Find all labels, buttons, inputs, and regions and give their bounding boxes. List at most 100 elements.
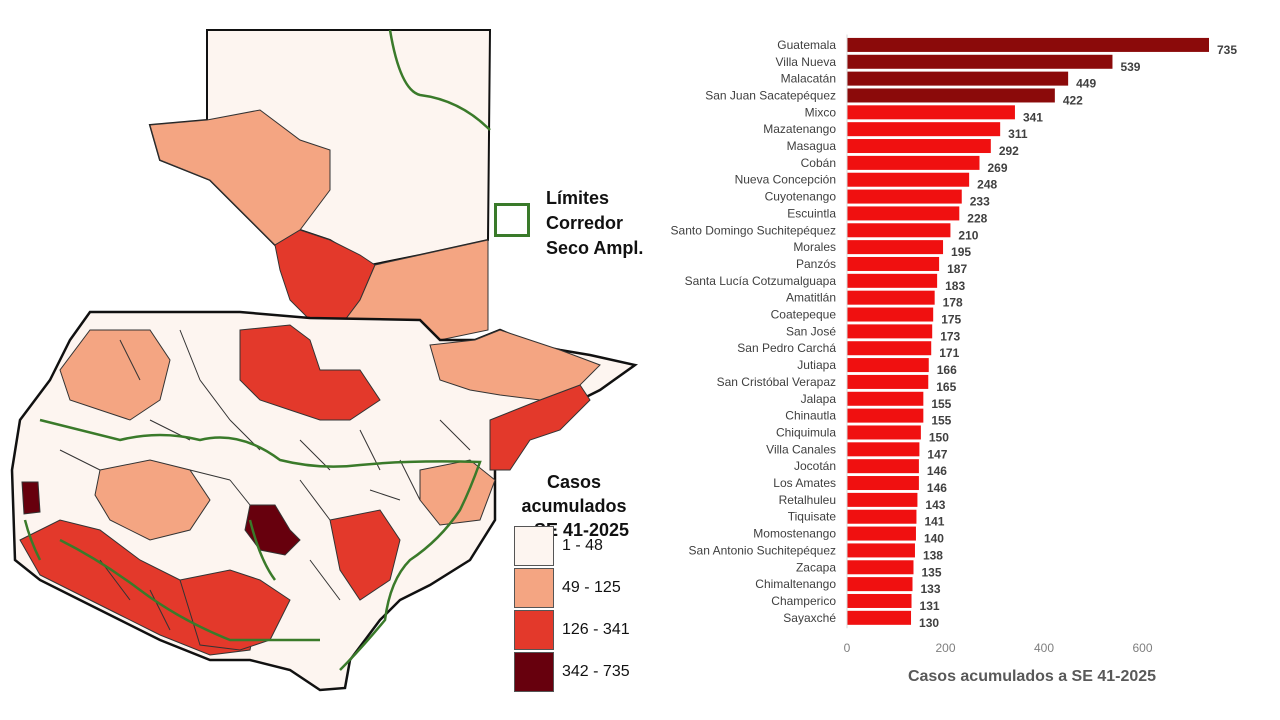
- bar-0: [847, 37, 1209, 52]
- value-label-5: 311: [1008, 127, 1028, 141]
- category-label-18: San Pedro Carchá: [737, 341, 836, 355]
- value-label-4: 341: [1023, 110, 1043, 124]
- value-label-7: 269: [987, 161, 1007, 175]
- category-label-16: Coatepeque: [771, 308, 837, 322]
- legend-label-bin1: 1 - 48: [562, 537, 603, 554]
- category-label-11: Santo Domingo Suchitepéquez: [671, 223, 836, 237]
- bar-5: [847, 122, 1001, 137]
- category-label-29: Momostenango: [753, 527, 836, 541]
- category-label-30: San Antonio Suchitepéquez: [689, 543, 836, 557]
- category-label-28: Tiquisate: [788, 510, 837, 524]
- bar-1: [847, 54, 1113, 69]
- category-label-4: Mixco: [805, 105, 837, 119]
- category-label-12: Morales: [793, 240, 836, 254]
- x-tick-label-0: 0: [844, 641, 851, 655]
- bar-2: [847, 71, 1069, 86]
- bar-33: [847, 593, 912, 608]
- x-axis-title: Casos acumulados a SE 41-2025: [907, 668, 1157, 685]
- choropleth-map-panel: Límites Corredor Seco Ampl. Casos acumul…: [10, 29, 644, 692]
- legend-swatch-bin3: [514, 610, 554, 650]
- category-label-17: San José: [786, 324, 836, 338]
- bar-9: [847, 189, 962, 204]
- legend-label-bin3: 126 - 341: [562, 621, 630, 638]
- bar-11: [847, 223, 951, 238]
- value-label-2: 449: [1076, 77, 1096, 91]
- value-label-30: 138: [923, 548, 943, 562]
- bar-18: [847, 341, 932, 356]
- bar-19: [847, 358, 929, 373]
- value-label-21: 155: [931, 397, 951, 411]
- bar-22: [847, 408, 924, 423]
- bar-4: [847, 105, 1015, 120]
- category-label-26: Los Amates: [773, 476, 836, 490]
- bar-10: [847, 206, 960, 221]
- category-label-33: Champerico: [771, 594, 836, 608]
- category-label-23: Chiquimula: [776, 425, 836, 439]
- value-label-15: 178: [943, 296, 963, 310]
- category-label-20: San Cristóbal Verapaz: [717, 375, 836, 389]
- bar-15: [847, 290, 935, 305]
- category-label-7: Cobán: [801, 156, 836, 170]
- corridor-legend-line2: Corredor: [546, 213, 624, 233]
- category-label-6: Masagua: [787, 139, 837, 153]
- map-region-northeast: [429, 329, 601, 401]
- value-label-19: 166: [937, 363, 957, 377]
- legend-swatch-bin4: [514, 652, 554, 692]
- category-label-13: Panzós: [796, 257, 836, 271]
- legend-swatch-bin2: [514, 568, 554, 608]
- legend-swatch-bin1: [514, 526, 554, 566]
- x-tick-label-2: 400: [1034, 641, 1054, 655]
- map-region-alta-verapaz: [239, 324, 381, 421]
- bar-chart-panel: Guatemala 735 Villa Nueva 539 Malacatán 449 Sa…: [660, 0, 1280, 720]
- value-label-20: 165: [936, 380, 956, 394]
- bar-28: [847, 509, 917, 524]
- value-label-13: 187: [947, 262, 967, 276]
- bar-20: [847, 374, 929, 389]
- category-label-15: Amatitlán: [786, 291, 836, 305]
- value-label-23: 150: [929, 430, 949, 444]
- value-label-22: 155: [931, 414, 951, 428]
- value-label-3: 422: [1063, 93, 1083, 107]
- x-tick-label-1: 200: [935, 641, 955, 655]
- legend-label-bin4: 342 - 735: [562, 663, 630, 680]
- bar-chart: Guatemala 735 Villa Nueva 539 Malacatán 449 Sa…: [671, 34, 1237, 655]
- value-label-31: 135: [921, 565, 941, 579]
- bar-7: [847, 155, 980, 170]
- bar-27: [847, 492, 918, 507]
- category-label-1: Villa Nueva: [776, 55, 837, 69]
- value-label-6: 292: [999, 144, 1019, 158]
- bar-17: [847, 324, 933, 339]
- bar-16: [847, 307, 934, 322]
- category-label-9: Cuyotenango: [765, 190, 837, 204]
- legend-row-bin3: 126 - 341: [514, 610, 664, 650]
- cases-legend: Casos acumulados a SE 41-2025 1 - 48 49 …: [494, 470, 664, 692]
- value-label-18: 171: [939, 346, 959, 360]
- category-label-8: Nueva Concepción: [735, 173, 836, 187]
- corridor-legend-line1: Límites: [546, 188, 610, 208]
- value-label-26: 146: [927, 481, 947, 495]
- category-label-32: Chimaltenango: [755, 577, 836, 591]
- category-label-31: Zacapa: [796, 560, 836, 574]
- category-label-25: Jocotán: [794, 459, 836, 473]
- category-label-0: Guatemala: [777, 38, 836, 52]
- value-label-32: 133: [921, 582, 941, 596]
- value-label-33: 131: [920, 599, 940, 613]
- value-label-10: 228: [967, 211, 987, 225]
- legend-row-bin4: 342 - 735: [514, 652, 664, 692]
- bar-23: [847, 425, 921, 440]
- legend-label-bin2: 49 - 125: [562, 579, 621, 596]
- map-region-malacatan: [21, 481, 41, 515]
- category-label-34: Sayaxché: [783, 611, 836, 625]
- bar-32: [847, 577, 913, 592]
- value-label-8: 248: [977, 178, 997, 192]
- category-label-21: Jalapa: [801, 392, 837, 406]
- bar-34: [847, 610, 912, 625]
- corridor-legend-line3: Seco Ampl.: [546, 238, 644, 258]
- cases-legend-title: Casos acumulados a SE 41-2025: [494, 470, 654, 542]
- municipal-borders: [59, 329, 471, 631]
- bar-12: [847, 240, 944, 255]
- category-label-2: Malacatán: [781, 72, 836, 86]
- legend-row-bin2: 49 - 125: [514, 568, 664, 608]
- value-label-34: 130: [919, 616, 939, 630]
- bar-31: [847, 560, 914, 575]
